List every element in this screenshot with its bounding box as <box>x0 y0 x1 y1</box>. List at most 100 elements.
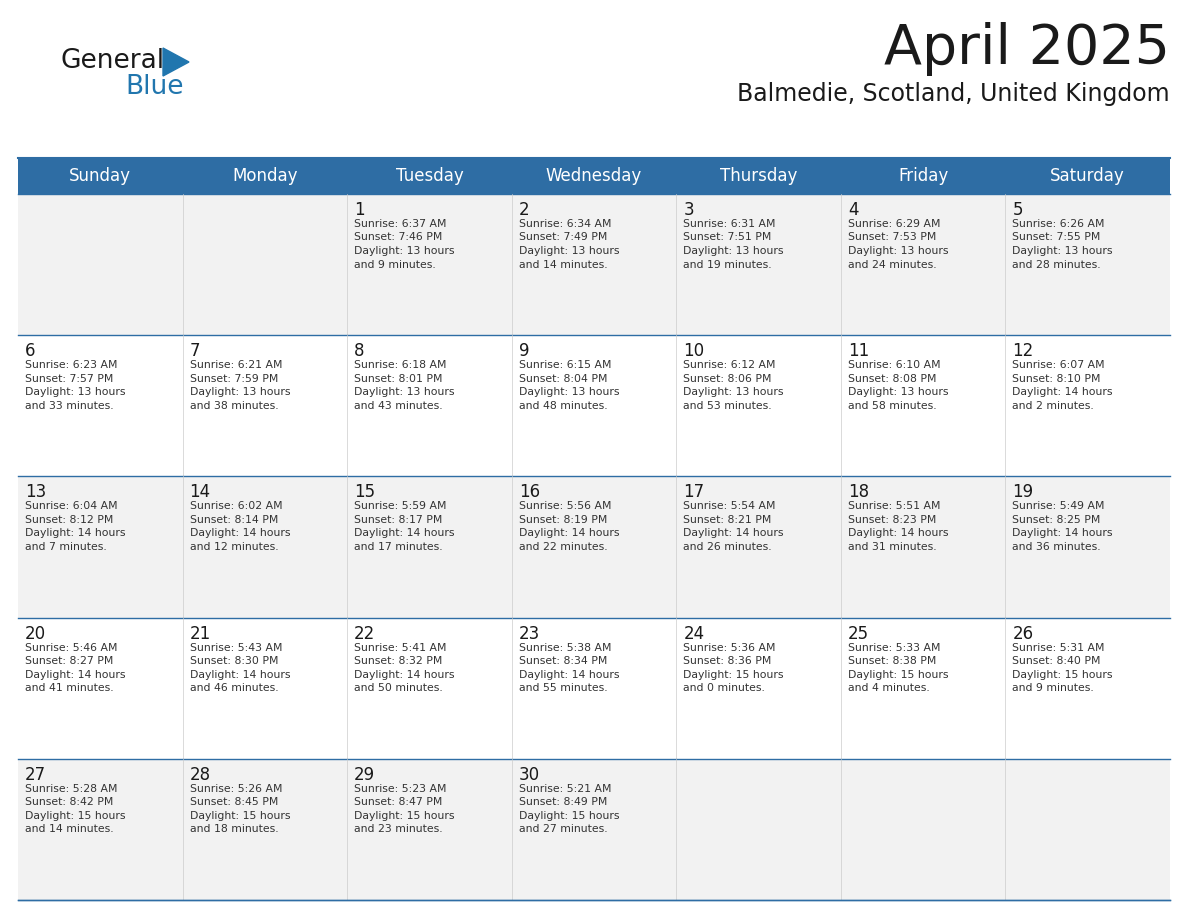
Text: Sunrise: 5:46 AM: Sunrise: 5:46 AM <box>25 643 118 653</box>
Text: Daylight: 14 hours: Daylight: 14 hours <box>354 669 455 679</box>
Text: Sunrise: 6:29 AM: Sunrise: 6:29 AM <box>848 219 941 229</box>
Text: and 27 minutes.: and 27 minutes. <box>519 824 607 834</box>
Text: 24: 24 <box>683 624 704 643</box>
Bar <box>18 476 1170 618</box>
Bar <box>18 618 1170 759</box>
Text: Sunset: 7:49 PM: Sunset: 7:49 PM <box>519 232 607 242</box>
Text: Sunset: 8:04 PM: Sunset: 8:04 PM <box>519 374 607 384</box>
Text: Sunrise: 6:02 AM: Sunrise: 6:02 AM <box>190 501 283 511</box>
Text: Daylight: 13 hours: Daylight: 13 hours <box>354 387 455 397</box>
Text: and 17 minutes.: and 17 minutes. <box>354 542 443 552</box>
Text: Friday: Friday <box>898 167 948 185</box>
Text: 6: 6 <box>25 342 36 360</box>
Text: and 53 minutes.: and 53 minutes. <box>683 400 772 410</box>
Text: Sunrise: 6:21 AM: Sunrise: 6:21 AM <box>190 360 282 370</box>
Text: 26: 26 <box>1012 624 1034 643</box>
Text: Sunrise: 6:12 AM: Sunrise: 6:12 AM <box>683 360 776 370</box>
Text: Daylight: 13 hours: Daylight: 13 hours <box>190 387 290 397</box>
Text: Daylight: 14 hours: Daylight: 14 hours <box>848 529 948 538</box>
Text: Sunrise: 5:38 AM: Sunrise: 5:38 AM <box>519 643 611 653</box>
Text: 28: 28 <box>190 766 210 784</box>
Text: Sunrise: 5:21 AM: Sunrise: 5:21 AM <box>519 784 611 794</box>
Text: Sunrise: 5:59 AM: Sunrise: 5:59 AM <box>354 501 447 511</box>
Bar <box>18 194 1170 335</box>
Text: Daylight: 13 hours: Daylight: 13 hours <box>848 246 948 256</box>
Text: and 31 minutes.: and 31 minutes. <box>848 542 936 552</box>
Text: Sunset: 8:14 PM: Sunset: 8:14 PM <box>190 515 278 525</box>
Text: 1: 1 <box>354 201 365 219</box>
Text: 16: 16 <box>519 484 539 501</box>
Text: Sunset: 7:59 PM: Sunset: 7:59 PM <box>190 374 278 384</box>
Text: Sunset: 8:38 PM: Sunset: 8:38 PM <box>848 656 936 666</box>
Text: Daylight: 14 hours: Daylight: 14 hours <box>190 669 290 679</box>
Text: Daylight: 14 hours: Daylight: 14 hours <box>25 529 126 538</box>
Text: Sunset: 7:57 PM: Sunset: 7:57 PM <box>25 374 113 384</box>
Text: Daylight: 14 hours: Daylight: 14 hours <box>190 529 290 538</box>
Text: and 50 minutes.: and 50 minutes. <box>354 683 443 693</box>
Bar <box>18 158 1170 194</box>
Text: 30: 30 <box>519 766 539 784</box>
Text: 18: 18 <box>848 484 868 501</box>
Text: Sunset: 8:01 PM: Sunset: 8:01 PM <box>354 374 443 384</box>
Text: 10: 10 <box>683 342 704 360</box>
Text: Sunrise: 6:23 AM: Sunrise: 6:23 AM <box>25 360 118 370</box>
Text: and 14 minutes.: and 14 minutes. <box>519 260 607 270</box>
Text: Daylight: 14 hours: Daylight: 14 hours <box>683 529 784 538</box>
Text: and 28 minutes.: and 28 minutes. <box>1012 260 1101 270</box>
Text: Daylight: 13 hours: Daylight: 13 hours <box>25 387 126 397</box>
Text: Daylight: 13 hours: Daylight: 13 hours <box>683 387 784 397</box>
Text: Sunrise: 5:36 AM: Sunrise: 5:36 AM <box>683 643 776 653</box>
Text: and 12 minutes.: and 12 minutes. <box>190 542 278 552</box>
Text: Daylight: 15 hours: Daylight: 15 hours <box>519 811 619 821</box>
Text: and 0 minutes.: and 0 minutes. <box>683 683 765 693</box>
Text: 20: 20 <box>25 624 46 643</box>
Text: Sunset: 8:32 PM: Sunset: 8:32 PM <box>354 656 442 666</box>
Text: 29: 29 <box>354 766 375 784</box>
Text: and 43 minutes.: and 43 minutes. <box>354 400 443 410</box>
Polygon shape <box>163 48 189 76</box>
Text: Daylight: 13 hours: Daylight: 13 hours <box>848 387 948 397</box>
Text: Daylight: 15 hours: Daylight: 15 hours <box>848 669 948 679</box>
Text: and 58 minutes.: and 58 minutes. <box>848 400 936 410</box>
Text: Sunset: 8:17 PM: Sunset: 8:17 PM <box>354 515 442 525</box>
Text: Sunset: 8:45 PM: Sunset: 8:45 PM <box>190 798 278 807</box>
Text: 23: 23 <box>519 624 541 643</box>
Text: Sunrise: 5:33 AM: Sunrise: 5:33 AM <box>848 643 941 653</box>
Text: and 7 minutes.: and 7 minutes. <box>25 542 107 552</box>
Text: and 22 minutes.: and 22 minutes. <box>519 542 607 552</box>
Text: Sunset: 8:42 PM: Sunset: 8:42 PM <box>25 798 113 807</box>
Text: Sunrise: 6:18 AM: Sunrise: 6:18 AM <box>354 360 447 370</box>
Text: Sunset: 8:27 PM: Sunset: 8:27 PM <box>25 656 113 666</box>
Text: and 55 minutes.: and 55 minutes. <box>519 683 607 693</box>
Text: and 26 minutes.: and 26 minutes. <box>683 542 772 552</box>
Text: 5: 5 <box>1012 201 1023 219</box>
Text: Sunset: 8:49 PM: Sunset: 8:49 PM <box>519 798 607 807</box>
Text: Sunrise: 5:51 AM: Sunrise: 5:51 AM <box>848 501 941 511</box>
Text: Sunset: 8:40 PM: Sunset: 8:40 PM <box>1012 656 1101 666</box>
Text: Daylight: 14 hours: Daylight: 14 hours <box>25 669 126 679</box>
Text: and 9 minutes.: and 9 minutes. <box>1012 683 1094 693</box>
Text: Sunset: 8:12 PM: Sunset: 8:12 PM <box>25 515 113 525</box>
Text: Daylight: 14 hours: Daylight: 14 hours <box>1012 387 1113 397</box>
Text: 22: 22 <box>354 624 375 643</box>
Text: April 2025: April 2025 <box>884 22 1170 76</box>
Text: Sunrise: 5:26 AM: Sunrise: 5:26 AM <box>190 784 282 794</box>
Text: Blue: Blue <box>125 74 183 100</box>
Text: Tuesday: Tuesday <box>396 167 463 185</box>
Text: Sunrise: 6:34 AM: Sunrise: 6:34 AM <box>519 219 611 229</box>
Text: Sunset: 8:23 PM: Sunset: 8:23 PM <box>848 515 936 525</box>
Text: Sunrise: 5:31 AM: Sunrise: 5:31 AM <box>1012 643 1105 653</box>
Text: Sunrise: 5:54 AM: Sunrise: 5:54 AM <box>683 501 776 511</box>
Text: 7: 7 <box>190 342 200 360</box>
Text: Sunset: 8:47 PM: Sunset: 8:47 PM <box>354 798 442 807</box>
Text: Sunrise: 5:56 AM: Sunrise: 5:56 AM <box>519 501 611 511</box>
Text: 3: 3 <box>683 201 694 219</box>
Text: Sunrise: 6:10 AM: Sunrise: 6:10 AM <box>848 360 941 370</box>
Text: Sunset: 8:19 PM: Sunset: 8:19 PM <box>519 515 607 525</box>
Bar <box>18 759 1170 900</box>
Text: and 23 minutes.: and 23 minutes. <box>354 824 443 834</box>
Text: Daylight: 14 hours: Daylight: 14 hours <box>519 529 619 538</box>
Text: Sunset: 8:06 PM: Sunset: 8:06 PM <box>683 374 772 384</box>
Text: and 36 minutes.: and 36 minutes. <box>1012 542 1101 552</box>
Text: Daylight: 13 hours: Daylight: 13 hours <box>519 246 619 256</box>
